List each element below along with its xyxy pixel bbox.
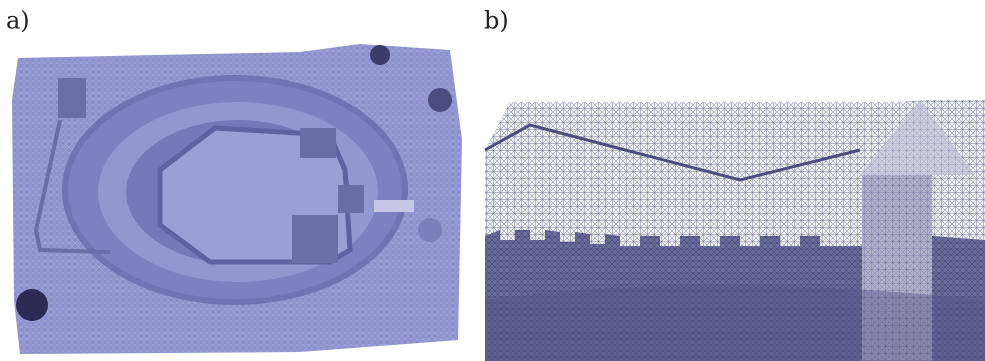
panel-label: b) (484, 7, 509, 35)
figure: a) b) (0, 0, 985, 361)
panel-label: a) (6, 7, 30, 35)
page: {"panels": [{"label": "a)"}, {"label": "… (0, 0, 985, 361)
panel-b-image (485, 100, 985, 361)
panel-a-image (12, 44, 462, 354)
